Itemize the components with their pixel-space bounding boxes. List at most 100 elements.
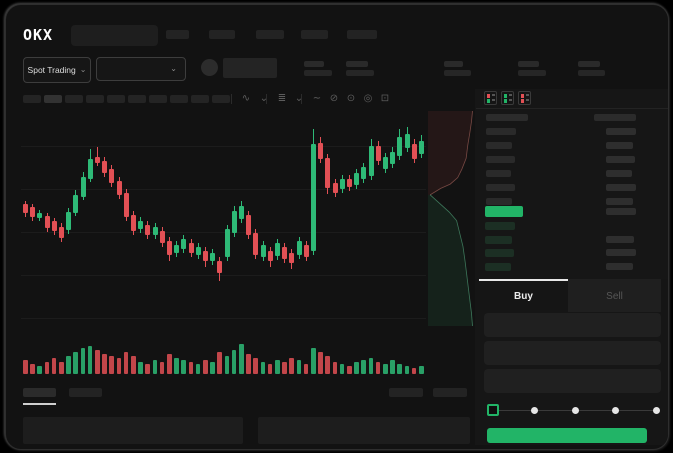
bottom-action-placeholder[interactable] (433, 388, 467, 397)
ask-price-placeholder[interactable] (486, 128, 516, 135)
timeframe-button-placeholder[interactable] (191, 95, 209, 103)
bottom-tab-placeholder[interactable] (69, 388, 102, 397)
market-type-selector[interactable]: Spot Trading ⌄ (23, 57, 91, 83)
volume-bar (116, 358, 122, 374)
nav-item-placeholder[interactable] (209, 30, 235, 39)
candle-body (66, 212, 72, 230)
line-tool-icon[interactable]: ∼ (312, 93, 322, 104)
candle-body (116, 181, 122, 195)
volume-bar (131, 356, 136, 374)
candle-body (296, 241, 302, 255)
bid-price-placeholder[interactable] (485, 222, 515, 230)
ask-amount-placeholder (606, 142, 633, 149)
slider-handle[interactable] (487, 404, 499, 416)
chevron-down-icon: ⌄ (79, 65, 87, 74)
ask-price-placeholder[interactable] (486, 142, 512, 149)
volume-bar (51, 358, 57, 374)
orders-panel-placeholder (23, 417, 243, 444)
volume-bar (260, 362, 266, 374)
chevron-down-icon[interactable]: ⌄ (259, 93, 269, 104)
chevron-down-icon[interactable]: ⌄ (294, 93, 304, 104)
timeframe-button-placeholder[interactable] (149, 95, 167, 103)
tab-sell[interactable]: Sell (568, 279, 661, 312)
fullscreen-icon[interactable]: ⊡ (380, 93, 390, 104)
candle-body (354, 173, 360, 185)
candle-body (231, 211, 237, 233)
candle-body (152, 227, 158, 235)
candle-body (282, 247, 288, 259)
icon-line (492, 94, 495, 96)
order-input-placeholder[interactable] (484, 341, 661, 365)
volume-bar (181, 360, 186, 374)
timeframe-button-placeholder[interactable] (86, 95, 104, 103)
timeframe-button-placeholder[interactable] (65, 95, 83, 103)
tab-buy[interactable]: Buy (479, 279, 568, 312)
candle-style-icon[interactable]: ≣ (277, 93, 287, 104)
bid-price-placeholder[interactable] (485, 249, 514, 257)
candle-body (37, 213, 43, 218)
settings-icon[interactable]: ◎ (363, 93, 373, 104)
icon-line (526, 99, 529, 101)
bid-price-placeholder[interactable] (485, 262, 511, 271)
volume-bar (87, 346, 93, 374)
okx-logo[interactable]: OKX (23, 26, 54, 44)
orderbook-combined-icon[interactable] (484, 91, 497, 105)
timeframe-button-placeholder[interactable] (170, 95, 188, 103)
orderbook-bids-icon[interactable] (501, 91, 514, 105)
slider-dot[interactable] (611, 407, 619, 414)
volume-bar (73, 352, 78, 374)
bottom-action-placeholder[interactable] (389, 388, 423, 397)
nav-item-placeholder[interactable] (256, 30, 284, 39)
camera-icon[interactable]: ⊙ (346, 93, 356, 104)
nav-item-placeholder[interactable] (166, 30, 189, 39)
volume-bar (44, 362, 50, 374)
pair-name-placeholder (223, 58, 277, 78)
volume-bar (203, 360, 208, 374)
divider (266, 94, 267, 104)
ask-price-placeholder[interactable] (486, 184, 515, 191)
timeframe-button-placeholder[interactable] (128, 95, 146, 103)
search-input[interactable] (71, 25, 158, 46)
volume-bar (296, 360, 302, 374)
candle-body (174, 245, 180, 253)
eraser-icon[interactable]: ⊘ (329, 93, 339, 104)
ask-price-placeholder[interactable] (486, 198, 512, 205)
volume-bar (167, 354, 172, 374)
slider-dot[interactable] (652, 407, 660, 414)
timeframe-button-placeholder[interactable] (44, 95, 62, 103)
volume-bar (419, 366, 424, 374)
depth-chart (428, 111, 481, 326)
depth-bids-line (430, 195, 472, 326)
candle-body (303, 245, 309, 257)
ask-price-placeholder[interactable] (486, 170, 511, 177)
timeframe-button-placeholder[interactable] (23, 95, 41, 103)
candle-body (44, 216, 50, 228)
candlestick-chart[interactable] (21, 109, 426, 331)
volume-bar (217, 352, 222, 374)
timeframe-button-placeholder[interactable] (107, 95, 125, 103)
buy-submit-button[interactable] (487, 428, 647, 443)
order-input-placeholder[interactable] (484, 369, 661, 393)
volume-bar (383, 364, 388, 374)
timeframe-button-placeholder[interactable] (212, 95, 230, 103)
candle-body (80, 177, 86, 197)
candle-body (253, 233, 259, 255)
nav-item-placeholder[interactable] (301, 30, 328, 39)
order-input-placeholder[interactable] (484, 313, 661, 337)
ask-amount-placeholder (606, 170, 632, 177)
last-price-bar[interactable] (485, 206, 523, 217)
candle-body (275, 243, 280, 256)
candle-body (347, 179, 352, 187)
nav-item-placeholder[interactable] (347, 30, 377, 39)
slider-dot[interactable] (571, 407, 579, 414)
candle-body (224, 229, 230, 257)
bottom-tab-placeholder[interactable] (23, 388, 56, 397)
orderbook-asks-icon[interactable] (518, 91, 531, 105)
slider-dot[interactable] (530, 407, 538, 414)
bid-price-placeholder[interactable] (485, 235, 512, 244)
candle-body (51, 221, 57, 231)
candle-body (210, 253, 216, 261)
indicators-icon[interactable]: ∿ (241, 93, 251, 104)
ask-price-placeholder[interactable] (486, 156, 515, 163)
pair-selector-dropdown[interactable]: ⌄ (96, 57, 186, 81)
